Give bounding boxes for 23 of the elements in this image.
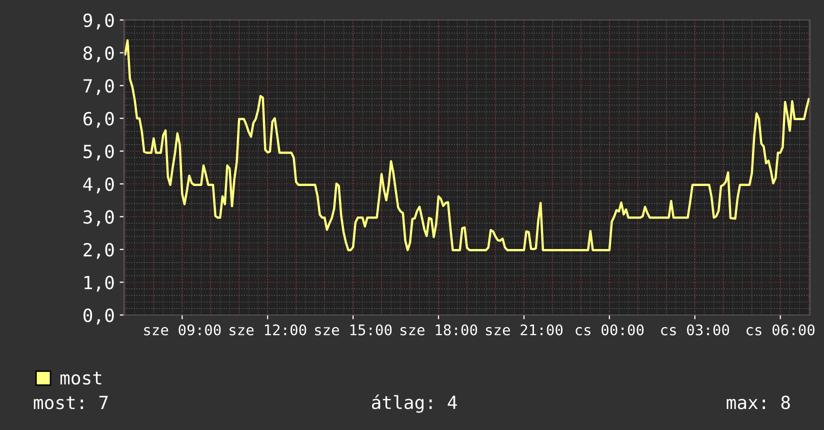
x-tick-label: sze 18:00: [400, 324, 478, 336]
x-tick-label: cs 06:00: [746, 324, 815, 336]
x-tick-label: sze 15:00: [315, 324, 392, 336]
y-tick-label: 0,0: [84, 308, 114, 324]
y-tick-label: 5,0: [84, 144, 114, 161]
y-tick-label: 3,0: [84, 210, 114, 226]
x-tick-label: sze 09:00: [144, 324, 221, 336]
y-tick-label: 6,0: [84, 112, 114, 128]
y-tick-label: 7,0: [84, 79, 114, 95]
x-tick-label: cs 00:00: [576, 324, 644, 336]
legend-label: most: [60, 372, 102, 385]
x-tick-label: sze 21:00: [486, 324, 563, 336]
y-tick-label: 8,0: [84, 46, 114, 62]
text: most: 7: [34, 396, 108, 410]
y-tick-label: 2,0: [84, 242, 114, 259]
x-tick-label: cs 03:00: [661, 324, 730, 336]
text: max: 8: [726, 396, 790, 410]
line-series: [124, 39, 810, 252]
x-tick-label: sze 12:00: [230, 324, 306, 336]
text: átlag: 4: [372, 394, 457, 413]
y-tick-label: 9,0: [83, 14, 114, 30]
y-tick-label: 4,0: [83, 177, 114, 194]
y-tick-label: 1,0: [84, 276, 114, 292]
